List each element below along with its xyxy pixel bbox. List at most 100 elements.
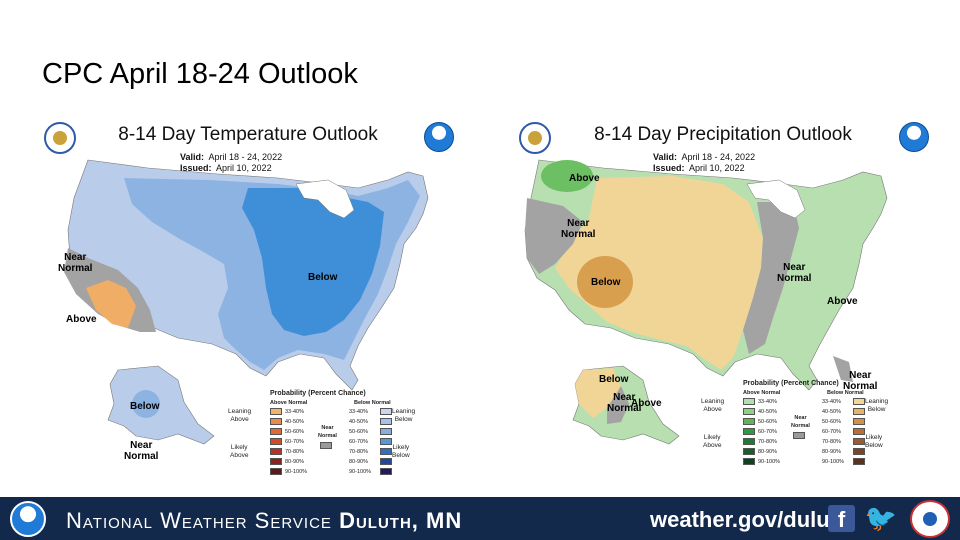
precip-label-ak-above: Above (631, 398, 662, 409)
footer-title: National Weather Service Duluth, MN (66, 508, 462, 534)
precip-label-ak-near: Near Normal (607, 392, 642, 414)
legend-above-row: 50-60% (270, 428, 316, 435)
temperature-map (64, 159, 429, 445)
legend-range: 60-70% (349, 438, 368, 445)
facebook-icon[interactable]: f (828, 505, 855, 532)
legend-range: 50-60% (822, 418, 841, 425)
temp-label-above: Above (66, 314, 97, 325)
legend-range: 50-60% (349, 428, 368, 435)
legend-range: 90-100% (822, 458, 845, 465)
legend-range: 70-80% (285, 448, 304, 455)
legend-below-row: 33-40% (346, 408, 392, 415)
temp-dark-blue (242, 188, 384, 336)
legend-below-row: 70-80% (819, 438, 865, 445)
legend-below-header: Below Normal (354, 400, 391, 406)
legend-range: 60-70% (285, 438, 304, 445)
precip-florida-near (833, 356, 853, 382)
precipitation-legend: Probability (Percent Chance) Above Normal… (699, 380, 899, 472)
temp-label-near-normal: Near Normal (58, 252, 93, 274)
legend-range: 33-40% (758, 398, 777, 405)
precip-label-near-normal-w: Near Normal (561, 218, 596, 240)
legend-swatch (380, 448, 392, 455)
legend-range: 80-90% (349, 458, 368, 465)
valid-label: Valid: (653, 152, 678, 162)
legend-swatch (853, 438, 865, 445)
precip-label-below: Below (591, 277, 621, 288)
legend-below-row: 80-90% (346, 458, 392, 465)
legend-range: 80-90% (822, 448, 841, 455)
legend-leaning-below: Leaning Below (865, 398, 889, 413)
legend-range: 50-60% (285, 428, 304, 435)
legend-swatch (853, 448, 865, 455)
temp-alaska (107, 365, 215, 445)
footer-url[interactable]: weather.gov/duluth (650, 507, 851, 532)
legend-range: 40-50% (349, 418, 368, 425)
legend-below-row: 90-100% (346, 468, 392, 475)
legend-below-row: 50-60% (819, 418, 865, 425)
noaa-logo-icon (899, 122, 929, 152)
twitter-icon[interactable]: 🐦 (864, 503, 898, 533)
legend-likely-below: Likely Below (392, 444, 410, 459)
legend-range: 50-60% (758, 418, 777, 425)
legend-range: 70-80% (758, 438, 777, 445)
legend-above-header: Above Normal (270, 400, 308, 406)
temp-above-normal (86, 280, 136, 328)
precip-alaska-near (607, 386, 629, 424)
slide-title: CPC April 18-24 Outlook (42, 58, 358, 90)
legend-above-row: 60-70% (270, 438, 316, 445)
valid-label: Valid: (180, 152, 205, 162)
issued-label: Issued: (653, 163, 685, 173)
legend-likely-below: Likely Below (865, 434, 883, 449)
issued-date: April 10, 2022 (689, 163, 745, 173)
legend-swatch (853, 458, 865, 465)
legend-swatch (380, 408, 392, 415)
legend-near-normal: Near Normal (791, 415, 810, 429)
legend-above-row: 70-80% (270, 448, 316, 455)
precip-label-above-e: Above (827, 296, 858, 307)
footer-org: National Weather Service (66, 508, 332, 533)
valid-dates: April 18 - 24, 2022 (208, 152, 283, 162)
legend-swatch (270, 448, 282, 455)
doc-seal-icon (44, 122, 76, 154)
legend-below-row: 50-60% (346, 428, 392, 435)
legend-near-normal-swatch (320, 442, 332, 449)
weather-ready-badge-icon (910, 500, 950, 538)
legend-below-row: 40-50% (346, 418, 392, 425)
legend-above-row: 33-40% (743, 398, 789, 405)
temperature-title: 8-14 Day Temperature Outlook (118, 124, 378, 145)
legend-swatch (853, 398, 865, 405)
nws-logo-icon (10, 501, 46, 537)
legend-below-header: Below Normal (827, 390, 864, 396)
temp-great-lakes (295, 179, 355, 219)
legend-below-row: 60-70% (346, 438, 392, 445)
legend-swatch (743, 428, 755, 435)
footer-office: Duluth, MN (339, 508, 463, 533)
precipitation-outlook-panel: 8-14 Day Precipitation Outlook Valid: Ap… (503, 118, 943, 488)
legend-range: 90-100% (758, 458, 781, 465)
precip-label-near-normal-fl: Near Normal (843, 370, 878, 392)
legend-above-row: 33-40% (270, 408, 316, 415)
legend-range: 40-50% (822, 408, 841, 415)
legend-swatch (853, 408, 865, 415)
temperature-legend: Probability (Percent Chance) Above Normal… (226, 390, 426, 482)
legend-leaning-above: Leaning Above (228, 408, 252, 423)
issued-label: Issued: (180, 163, 212, 173)
legend-above-row: 40-50% (743, 408, 789, 415)
legend-near-normal: Near Normal (318, 425, 337, 439)
legend-above-row: 50-60% (743, 418, 789, 425)
legend-above-header: Above Normal (743, 390, 781, 396)
legend-likely-above: Likely Above (703, 434, 722, 449)
legend-below-row: 40-50% (819, 408, 865, 415)
precip-label-ak-below: Below (599, 374, 629, 385)
precip-great-lakes (746, 179, 806, 219)
legend-below-row: 33-40% (819, 398, 865, 405)
legend-swatch (380, 468, 392, 475)
precip-label-above-nw: Above (569, 173, 600, 184)
legend-above-row: 60-70% (743, 428, 789, 435)
legend-swatch (270, 438, 282, 445)
temp-label-alaska-near-normal: Near Normal (124, 440, 159, 462)
legend-below-row: 80-90% (819, 448, 865, 455)
temp-alaska-below (132, 390, 160, 418)
legend-swatch (743, 458, 755, 465)
precipitation-dates: Valid: April 18 - 24, 2022 Issued: April… (653, 152, 755, 174)
